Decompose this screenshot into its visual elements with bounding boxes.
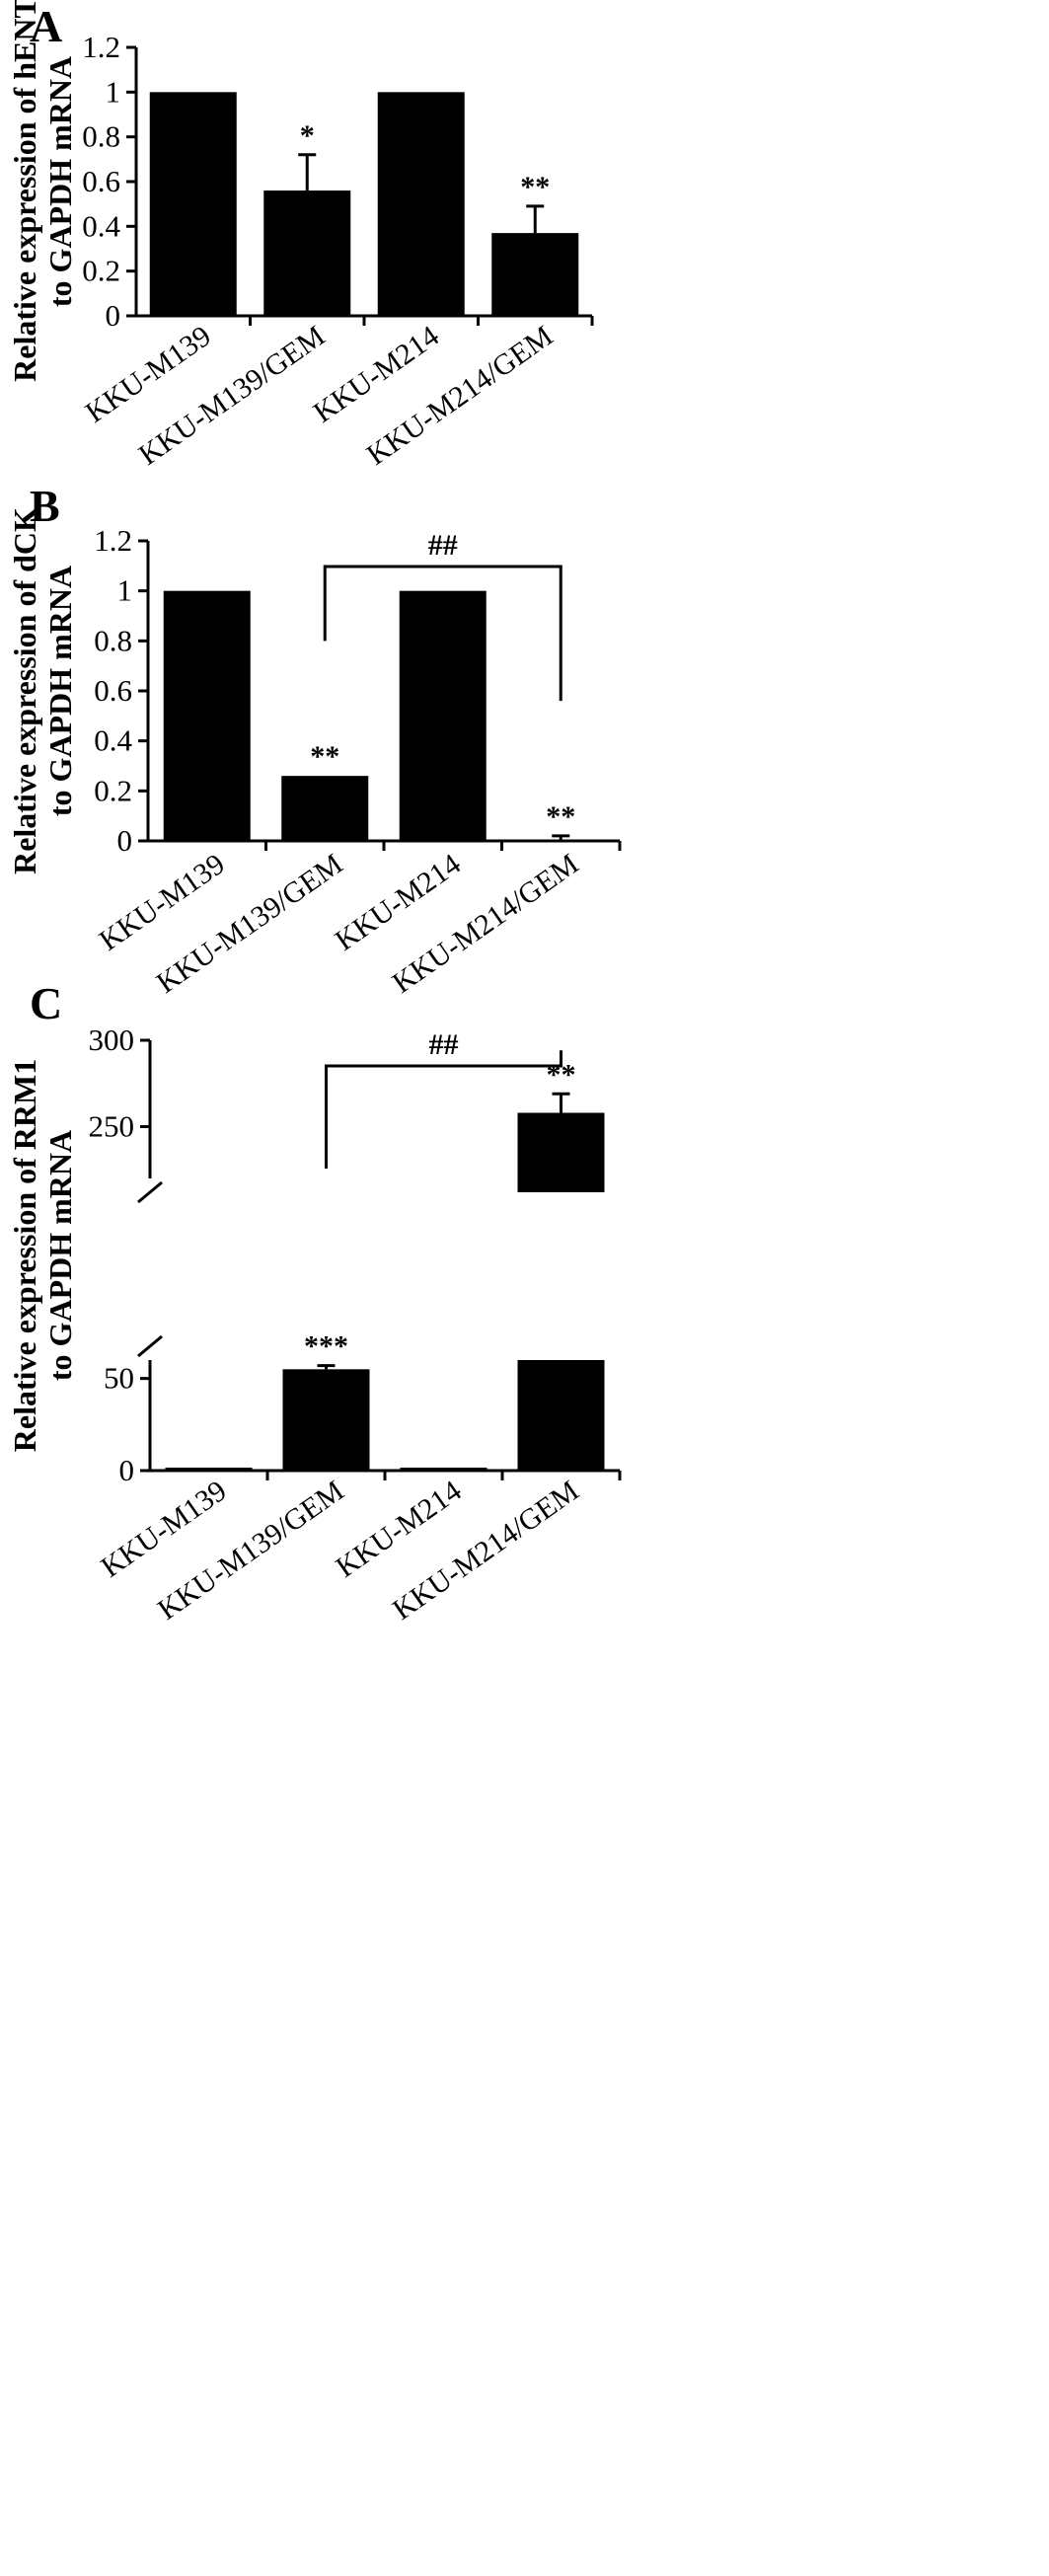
panel-a-y-tick-label: 0.8 xyxy=(82,119,120,154)
panel-c-y-tick-label: 0 xyxy=(119,1453,135,1487)
panel-b-y-tick-label: 1.2 xyxy=(94,523,132,558)
panel-a-bar xyxy=(377,92,465,316)
panel-a-category-label: KKU-M214/GEM xyxy=(361,320,560,472)
panel-c-comparison-label: ## xyxy=(429,1028,459,1061)
panel-a-letter: A xyxy=(30,1,62,51)
panel-c-axis-break-mark xyxy=(137,1180,163,1204)
panel-b-significance-label: ** xyxy=(310,740,339,773)
panel-c-bar xyxy=(517,1360,605,1471)
panel-b-y-tick-label: 1 xyxy=(117,573,133,608)
panel-c-letter: C xyxy=(30,978,62,1028)
panel-b-significance-label: ** xyxy=(546,800,575,833)
panel-b-y-tick-label: 0 xyxy=(117,823,133,858)
panel-a-y-tick-label: 0.4 xyxy=(82,208,120,243)
panel-b-bar xyxy=(163,590,251,841)
panel-c-y-tick-label: 300 xyxy=(89,1023,135,1057)
panel-b-y-tick-label: 0.4 xyxy=(94,723,132,758)
panel-b-y-axis-label-line: to GAPDH mRNA xyxy=(42,566,78,816)
panel-c-y-tick-label: 50 xyxy=(104,1361,134,1396)
panel-c-bar xyxy=(400,1468,487,1471)
panel-a-y-tick-label: 0.2 xyxy=(82,254,120,288)
panel-a-y-tick-label: 1 xyxy=(106,74,121,109)
panel-c-y-axis-label-line: Relative expression of RRM1 xyxy=(7,1059,42,1452)
panel-c-bar xyxy=(517,1112,605,1192)
panel-c-y-axis-label-line: to GAPDH mRNA xyxy=(42,1130,78,1381)
panel-c-y-tick-label: 250 xyxy=(89,1109,135,1144)
panel-b-y-tick-label: 0.8 xyxy=(94,623,132,657)
panel-a-bar xyxy=(491,233,579,316)
panel-a-y-tick-label: 1.2 xyxy=(82,30,120,64)
panel-c-significance-label: *** xyxy=(304,1330,348,1363)
panel-b-y-axis-label-line: Relative expression of dCK xyxy=(7,507,42,874)
panel-a-bar xyxy=(149,92,237,316)
panel-c-axis-break-mark xyxy=(137,1334,163,1358)
panel-c-bar xyxy=(282,1369,370,1471)
panel-a-category-label: KKU-M139/GEM xyxy=(133,320,332,472)
panel-a-significance-label: ** xyxy=(520,171,550,203)
panel-a-y-tick-label: 0 xyxy=(106,298,121,333)
panel-a-y-axis-label-line: Relative expression of hENT1 xyxy=(7,0,42,382)
panel-b-comparison-bracket xyxy=(323,565,562,702)
panel-a-significance-label: * xyxy=(300,119,315,152)
panel-b-bar xyxy=(399,590,487,841)
panel-a-y-axis-label-line: to GAPDH mRNA xyxy=(42,56,78,307)
panel-b-bar xyxy=(281,776,369,841)
panel-c-comparison-bracket xyxy=(325,1050,562,1169)
panel-b-y-tick-label: 0.6 xyxy=(94,673,132,708)
panel-a-bar xyxy=(263,190,351,316)
panel-c-bar xyxy=(165,1468,253,1471)
panel-b-comparison-label: ## xyxy=(428,529,458,562)
panel-b-letter: B xyxy=(30,481,60,531)
panel-a-y-tick-label: 0.6 xyxy=(82,164,120,198)
panel-b-y-tick-label: 0.2 xyxy=(94,773,132,807)
